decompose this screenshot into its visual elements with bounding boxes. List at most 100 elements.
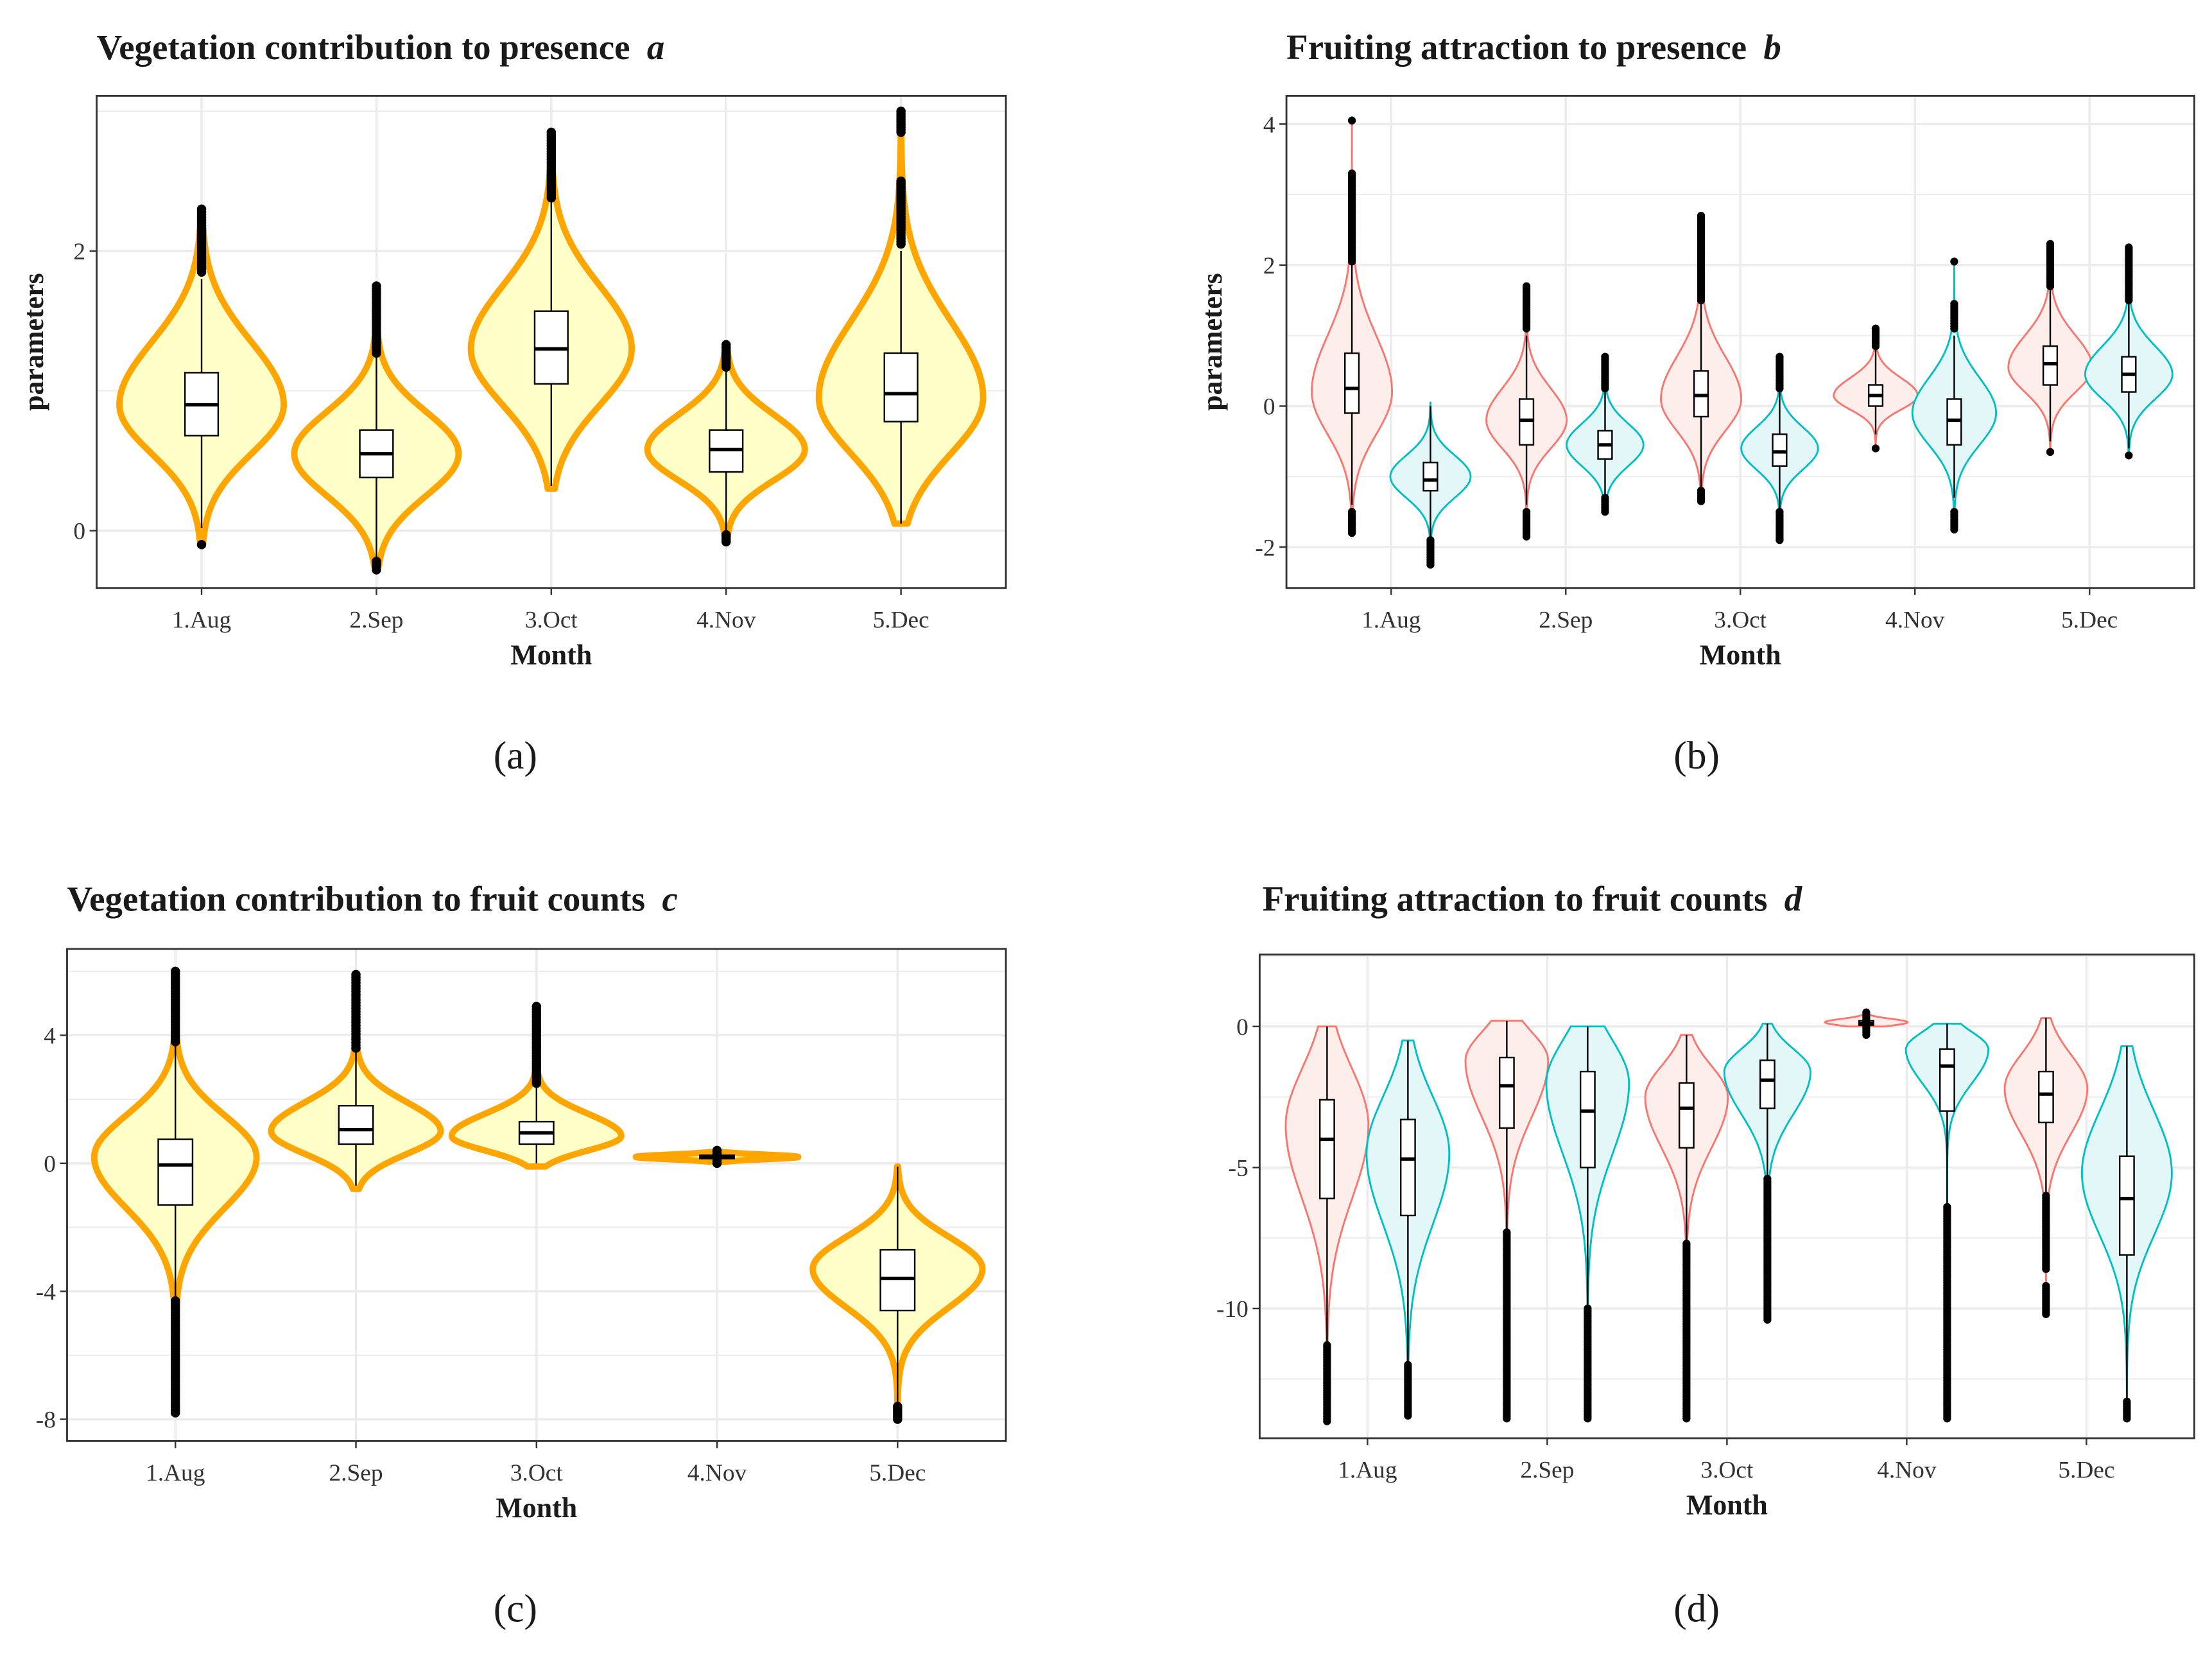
x-axis-label: Month — [496, 1492, 577, 1524]
outlier-point — [2125, 451, 2133, 460]
outlier-point — [1426, 561, 1435, 569]
iqr-box — [1678, 1082, 1695, 1149]
panel-b: Fruiting attraction to presence b -2 0 2 4 1.A… — [1197, 28, 2195, 778]
outlier-point — [1347, 116, 1356, 125]
violin-5.Dec-B — [2084, 243, 2173, 460]
violin-4.Nov-A — [1833, 324, 1919, 453]
outlier-point — [712, 1158, 722, 1169]
iqr-box — [2042, 345, 2059, 386]
y-tick-label: -8 — [36, 1407, 56, 1434]
iqr-box — [338, 1104, 374, 1145]
outlier-point — [1763, 1316, 1772, 1324]
panel-letter: d — [1784, 880, 1803, 919]
outlier-point — [721, 537, 731, 547]
violin-1.Aug — [91, 966, 260, 1418]
outlier-point — [2042, 1265, 2050, 1273]
x-tick-label: 5.Dec — [2058, 1457, 2114, 1484]
x-tick-label: 4.Nov — [1877, 1457, 1937, 1484]
violin-3.Oct — [448, 1002, 625, 1170]
y-tick-label: 2 — [73, 239, 85, 265]
violin-1.Aug — [116, 204, 287, 550]
outlier-point — [2125, 296, 2133, 304]
x-tick-label: 1.Aug — [1338, 1457, 1397, 1484]
violin-2.Sep-B — [1566, 352, 1645, 516]
iqr-box — [883, 352, 919, 422]
panel-title: Fruiting attraction to presence b — [1286, 28, 1781, 67]
panel-caption: (b) — [1673, 734, 1720, 778]
outlier-point — [893, 1414, 903, 1424]
outlier-point — [1943, 1414, 1951, 1423]
outlier-point — [1601, 384, 1609, 393]
outlier-point — [531, 1079, 542, 1088]
outlier-point — [1950, 525, 1958, 534]
outlier-point — [1323, 1417, 1331, 1425]
outlier-point — [170, 1037, 180, 1047]
outlier-point — [1776, 535, 1784, 544]
outlier-point — [1862, 1031, 1871, 1039]
outlier-point — [2046, 448, 2055, 456]
panel-caption: (d) — [1673, 1587, 1720, 1631]
outlier-point — [372, 348, 381, 358]
x-tick-label: 4.Nov — [696, 607, 756, 633]
outlier-point — [1503, 1414, 1511, 1423]
y-tick-label: 4 — [44, 1023, 56, 1050]
y-tick-label: 0 — [44, 1151, 56, 1178]
outlier-point — [1347, 257, 1356, 266]
violin-2.Sep-A — [1485, 282, 1568, 541]
y-tick-label: 4 — [1263, 112, 1275, 138]
outlier-point — [2123, 1414, 2131, 1423]
x-tick-label: 1.Aug — [146, 1460, 205, 1486]
panel-letter: a — [647, 28, 664, 67]
x-tick-label: 2.Sep — [329, 1460, 383, 1486]
panel-letter: c — [662, 880, 677, 919]
x-tick-label: 3.Oct — [525, 607, 578, 633]
violin-4.Nov — [644, 340, 808, 547]
y-tick-label: -2 — [1255, 535, 1275, 561]
outlier-point — [896, 127, 906, 137]
violin-5.Dec-A — [2003, 1017, 2089, 1318]
x-tick-label: 4.Nov — [687, 1460, 747, 1486]
outlier-point — [2042, 1310, 2050, 1318]
violin-4.Nov-A — [1824, 1008, 1909, 1039]
outlier-point — [170, 1408, 180, 1418]
x-tick-label: 3.Oct — [1700, 1457, 1754, 1484]
iqr-box — [1772, 433, 1788, 467]
outlier-point — [196, 267, 207, 277]
outlier-point — [546, 193, 557, 203]
x-tick-label: 1.Aug — [172, 607, 231, 633]
outlier-point — [1584, 1414, 1592, 1423]
outlier-point — [896, 239, 906, 249]
iqr-box — [1759, 1059, 1776, 1109]
x-tick-label: 2.Sep — [1539, 607, 1593, 633]
iqr-box — [157, 1138, 194, 1206]
violin-3.Oct-A — [1644, 1034, 1729, 1423]
outlier-point — [1950, 324, 1958, 333]
outlier-point — [1522, 532, 1531, 541]
x-tick-label: 5.Dec — [869, 1460, 926, 1486]
panel-title: Vegetation contribution to presence a — [97, 28, 665, 67]
violin-2.Sep-B — [1545, 1025, 1630, 1423]
outlier-point — [1871, 444, 1880, 453]
panel-letter: b — [1763, 28, 1781, 67]
y-tick-label: -4 — [36, 1279, 56, 1305]
iqr-box — [2118, 1155, 2135, 1256]
y-tick-label: -10 — [1216, 1296, 1249, 1323]
y-axis-label: parameters — [1197, 273, 1228, 411]
x-axis-label: Month — [1686, 1490, 1768, 1521]
violin-2.Sep-A — [1464, 1020, 1550, 1423]
y-tick-label: 0 — [73, 519, 85, 545]
x-tick-label: 1.Aug — [1361, 607, 1421, 633]
violin-4.Nov-B — [1911, 257, 1998, 534]
violin-3.Oct-B — [1723, 1022, 1812, 1324]
violin-1.Aug-A — [1284, 1025, 1370, 1425]
y-tick-label: 0 — [1263, 394, 1275, 421]
y-tick-label: 0 — [1236, 1014, 1249, 1041]
x-tick-label: 2.Sep — [349, 607, 403, 633]
x-tick-label: 5.Dec — [2061, 607, 2118, 633]
violin-5.Dec-A — [2007, 239, 2093, 456]
y-tick-label: -5 — [1229, 1156, 1249, 1182]
x-axis-label: Month — [1700, 639, 1781, 670]
iqr-box — [1318, 1099, 1335, 1199]
violin-5.Dec — [815, 107, 987, 527]
